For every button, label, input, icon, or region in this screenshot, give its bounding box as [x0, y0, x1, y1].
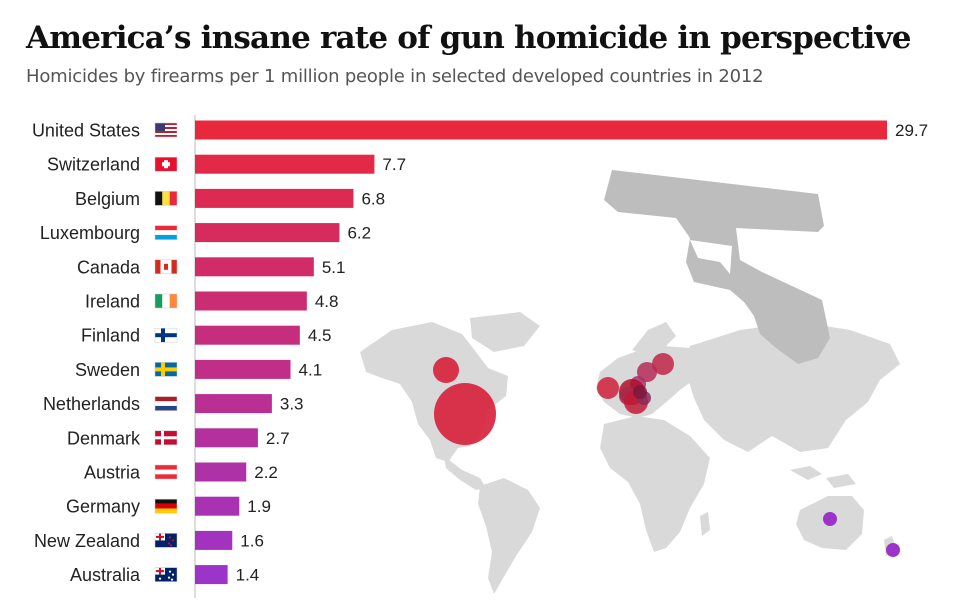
- bar-sweden: [195, 359, 291, 379]
- bubble-canada: [433, 357, 459, 383]
- value-label-belgium: 6.8: [361, 189, 385, 208]
- chart-subtitle: Homicides by firearms per 1 million peop…: [26, 66, 764, 87]
- value-label-australia: 1.4: [236, 566, 260, 585]
- pistol-icon: [604, 170, 830, 364]
- denmark-flag-icon: [154, 430, 178, 446]
- category-label-new-zealand: New Zealand: [34, 531, 140, 551]
- bar-australia: [195, 565, 228, 585]
- value-label-netherlands: 3.3: [280, 395, 304, 414]
- value-label-germany: 1.9: [247, 497, 271, 516]
- bubble-new-zealand: [886, 543, 900, 557]
- value-label-finland: 4.5: [308, 326, 332, 345]
- bubble-germany: [633, 385, 647, 399]
- category-label-belgium: Belgium: [75, 189, 140, 209]
- category-label-luxembourg: Luxembourg: [40, 223, 140, 243]
- bubble-sweden: [637, 362, 657, 382]
- luxembourg-flag-icon: [154, 225, 178, 240]
- australia-flag-icon: [154, 567, 178, 582]
- value-label-austria: 2.2: [254, 463, 278, 482]
- bar-germany: [195, 496, 240, 516]
- value-label-ireland: 4.8: [315, 292, 339, 311]
- germany-flag-icon: [154, 498, 178, 514]
- category-label-ireland: Ireland: [85, 292, 140, 312]
- value-label-switzerland: 7.7: [382, 155, 406, 174]
- category-label-canada: Canada: [77, 257, 141, 277]
- canada-flag-icon: [154, 259, 178, 275]
- chart-title: America’s insane rate of gun homicide in…: [26, 20, 911, 56]
- bar-belgium: [195, 188, 354, 208]
- bar-austria: [195, 462, 247, 482]
- category-label-sweden: Sweden: [75, 360, 140, 380]
- netherlands-flag-icon: [154, 396, 178, 411]
- value-label-sweden: 4.1: [299, 360, 323, 379]
- us-flag-icon: [154, 122, 178, 138]
- bar-canada: [195, 257, 314, 277]
- austria-flag-icon: [154, 464, 178, 480]
- category-label-united-states: United States: [32, 121, 140, 141]
- ireland-flag-icon: [154, 293, 178, 309]
- homicide-bubbles: [433, 353, 900, 557]
- value-label-canada: 5.1: [322, 258, 346, 277]
- new-zealand-flag-icon: [154, 533, 178, 548]
- value-label-new-zealand: 1.6: [240, 531, 264, 550]
- bar-new-zealand: [195, 530, 233, 550]
- value-label-denmark: 2.7: [266, 429, 290, 448]
- bar-denmark: [195, 428, 258, 448]
- value-label-united-states: 29.7: [895, 121, 928, 140]
- bar-united-states: [195, 120, 887, 140]
- category-label-netherlands: Netherlands: [43, 394, 140, 414]
- switzerland-flag-icon: [154, 156, 178, 172]
- belgium-flag-icon: [154, 191, 178, 206]
- bubble-ireland: [597, 377, 619, 399]
- bubble-australia: [823, 512, 837, 526]
- category-label-australia: Australia: [70, 565, 141, 585]
- category-label-austria: Austria: [84, 463, 141, 483]
- bar-switzerland: [195, 154, 375, 174]
- sweden-flag-icon: [154, 362, 178, 377]
- category-label-germany: Germany: [66, 497, 140, 517]
- bar-luxembourg: [195, 223, 340, 243]
- category-label-finland: Finland: [81, 326, 140, 346]
- bar-finland: [195, 325, 300, 345]
- bar-netherlands: [195, 394, 272, 414]
- category-label-switzerland: Switzerland: [47, 155, 140, 175]
- value-label-luxembourg: 6.2: [347, 224, 371, 243]
- category-label-denmark: Denmark: [67, 428, 141, 448]
- finland-flag-icon: [154, 327, 178, 343]
- bubble-finland: [652, 353, 674, 375]
- bar-ireland: [195, 291, 307, 311]
- bubble-united-states: [434, 383, 496, 445]
